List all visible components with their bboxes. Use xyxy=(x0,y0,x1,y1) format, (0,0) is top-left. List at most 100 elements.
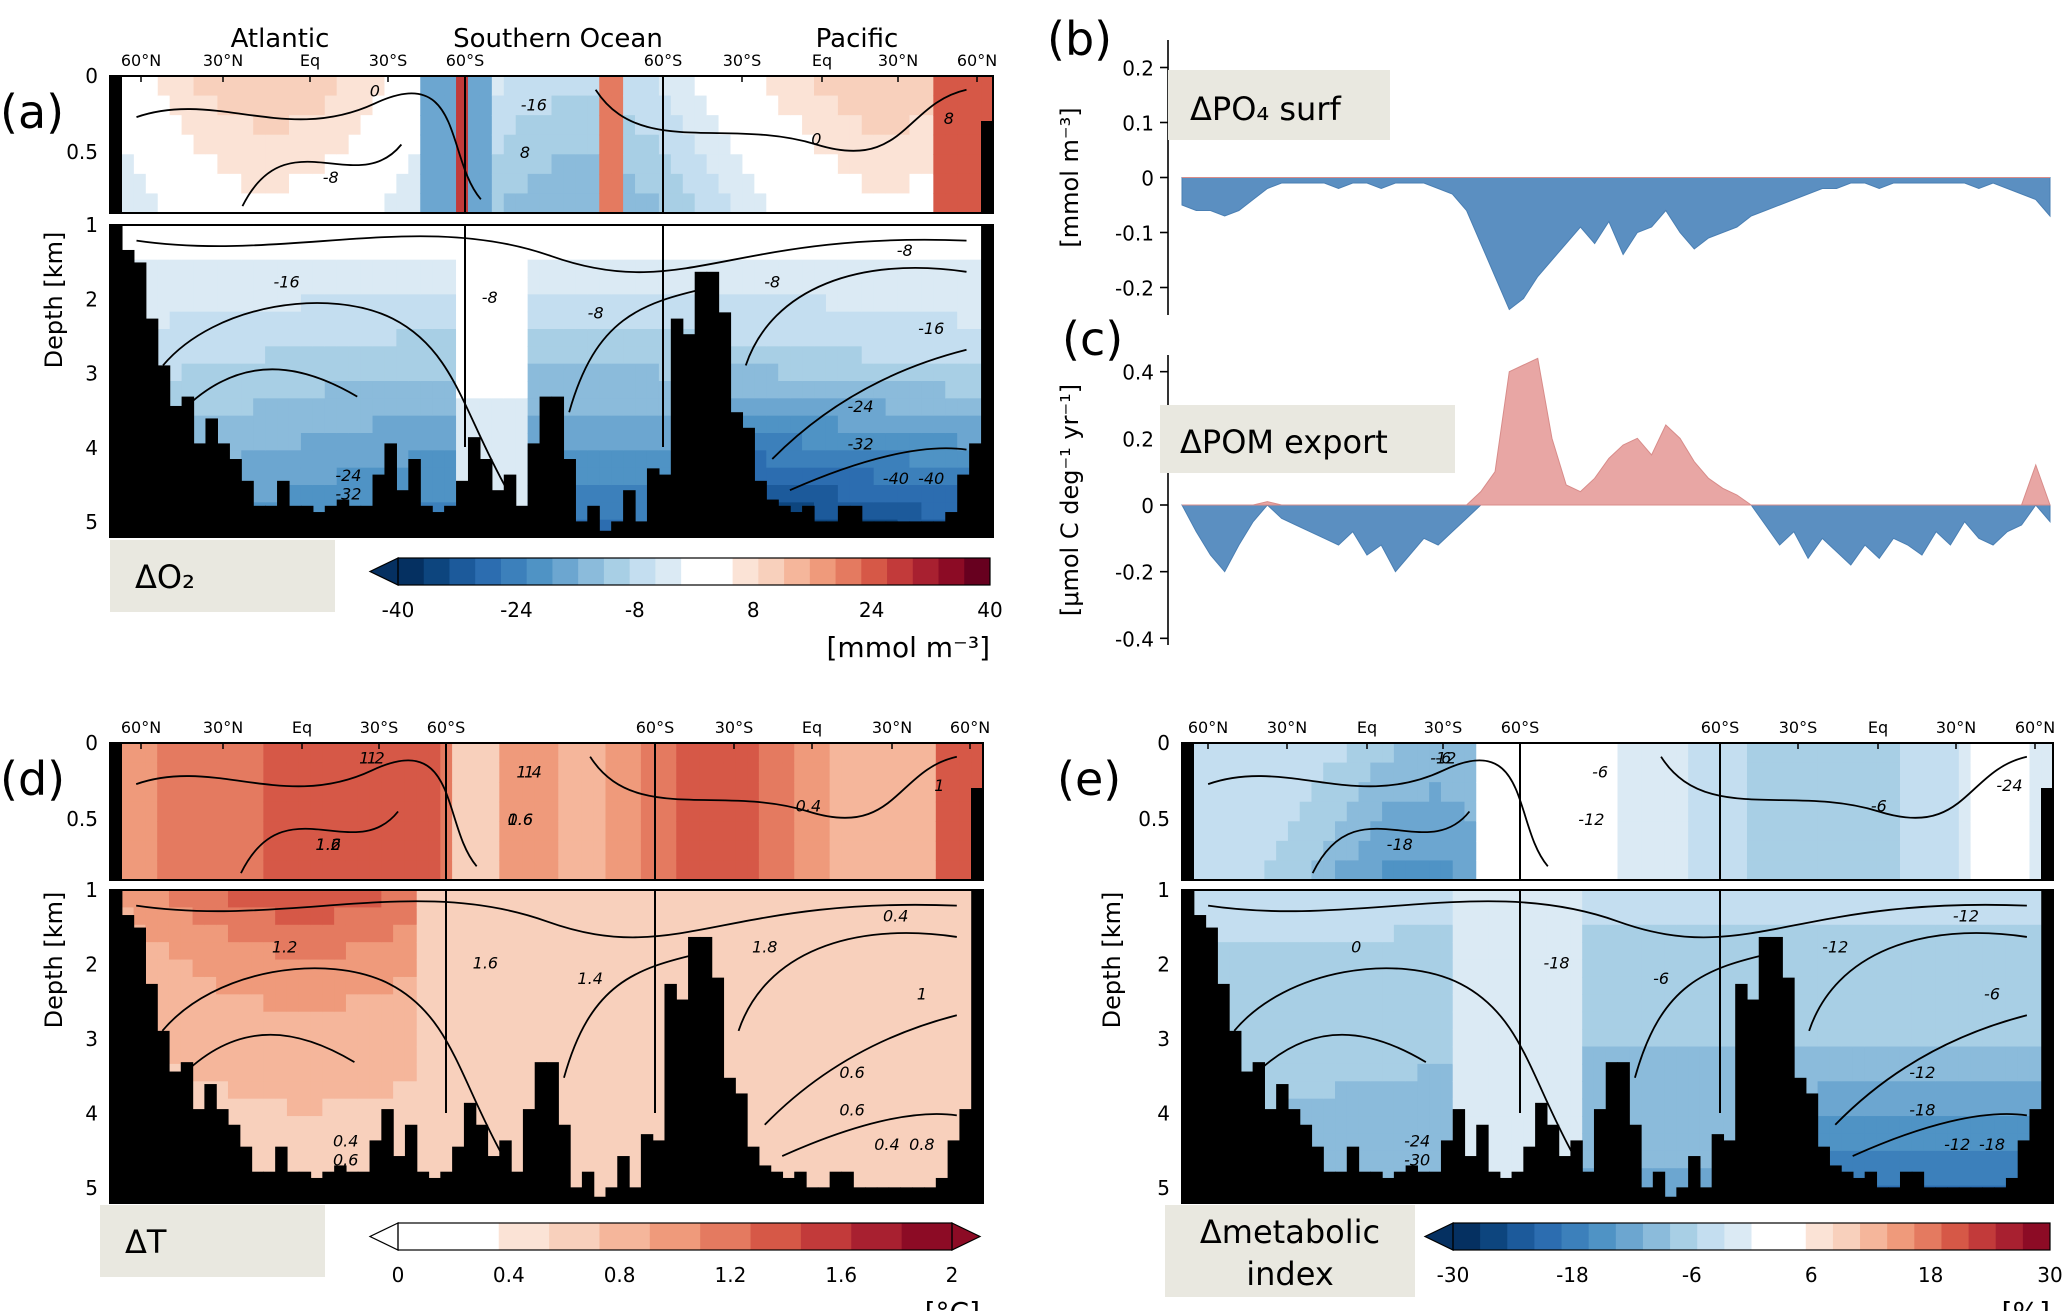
d-cell xyxy=(688,821,701,842)
e-cell xyxy=(1346,801,1360,822)
d-cell xyxy=(157,942,170,961)
d-cell xyxy=(345,1063,359,1082)
e-cell xyxy=(1605,840,1619,862)
b-y-tick-label: 0.1 xyxy=(1122,112,1154,136)
a-cell xyxy=(766,154,779,175)
a-cell xyxy=(587,115,600,136)
d-cell xyxy=(853,907,866,926)
d-cell xyxy=(275,782,288,803)
d-cell xyxy=(817,959,831,978)
d-cell xyxy=(463,959,477,978)
a-cell xyxy=(766,115,779,136)
a-cell xyxy=(957,346,970,365)
e-cell xyxy=(1523,762,1536,783)
d-cell xyxy=(747,1046,760,1065)
a-cell xyxy=(718,259,732,278)
a-cell xyxy=(408,433,421,451)
d-cell xyxy=(558,1011,571,1030)
d-cell xyxy=(499,942,512,961)
d-cell xyxy=(853,1029,866,1048)
d-cell xyxy=(334,762,347,783)
a-contour-labels: 0-8-168-8-16-8-8-16-80-24-32-40-24-32-40… xyxy=(274,82,954,504)
e-cell xyxy=(1593,762,1607,783)
d-cell xyxy=(475,1063,489,1082)
a-cell xyxy=(157,294,171,313)
a-cell xyxy=(133,173,147,195)
a-seafloor-column xyxy=(408,459,421,537)
d-cell xyxy=(511,1081,524,1100)
d-cell xyxy=(853,860,866,881)
a-cell xyxy=(348,311,362,330)
a-cell xyxy=(921,277,934,295)
d-cell xyxy=(416,821,430,842)
d-cell xyxy=(841,1063,854,1082)
a-cell xyxy=(432,154,445,175)
d-cell xyxy=(758,1133,772,1152)
a-cell xyxy=(957,450,970,469)
a-cell xyxy=(825,115,839,136)
a-cell xyxy=(599,259,612,278)
d-cell xyxy=(180,994,194,1013)
a-cell xyxy=(778,173,791,195)
a-cell xyxy=(515,115,529,136)
e-cell xyxy=(1782,762,1795,783)
d-cell xyxy=(239,1063,253,1082)
a-cell xyxy=(312,134,326,155)
e-cell xyxy=(1287,743,1301,764)
e-cell xyxy=(1346,1081,1360,1100)
e-cell xyxy=(1276,1029,1289,1048)
d-cell xyxy=(393,860,406,881)
a-cell xyxy=(241,115,254,136)
d-cell xyxy=(522,801,536,822)
e-cell xyxy=(1299,942,1313,961)
d-cell xyxy=(145,801,158,822)
e-cell xyxy=(1535,840,1548,862)
d-cell xyxy=(345,976,359,995)
a-cell xyxy=(957,398,970,417)
a-cell xyxy=(229,311,242,330)
d-cell xyxy=(640,1063,654,1082)
d-cell xyxy=(428,782,441,803)
a-cell xyxy=(778,134,791,155)
a-cell xyxy=(646,363,660,382)
a-cell xyxy=(766,173,779,195)
d-cell xyxy=(817,907,831,926)
d-seafloor-column xyxy=(416,1171,430,1203)
d-cell xyxy=(735,1046,748,1065)
d-cell xyxy=(806,976,819,995)
e-cell xyxy=(2005,743,2019,764)
a-cell xyxy=(897,502,911,521)
d-cell xyxy=(369,924,382,943)
d-cell xyxy=(924,1168,937,1187)
d-cell xyxy=(900,1150,913,1169)
a-cell xyxy=(635,485,648,503)
e-cell xyxy=(1782,743,1795,764)
a-cell xyxy=(503,193,517,214)
d-cell xyxy=(947,840,961,862)
d-cell xyxy=(640,840,654,862)
a-cell xyxy=(897,115,911,136)
a-cell xyxy=(288,259,302,278)
a-cell xyxy=(205,329,218,347)
a-cell xyxy=(372,415,386,434)
e-cell xyxy=(1335,1098,1348,1117)
a-cell xyxy=(611,242,624,261)
a-cell xyxy=(873,115,887,136)
e-cell xyxy=(1899,840,1913,862)
a-cell xyxy=(873,450,887,469)
e-cell xyxy=(1864,801,1878,822)
d-cell xyxy=(546,1011,559,1030)
c-y-tick-label: -0.4 xyxy=(1115,627,1154,651)
a-cell xyxy=(396,294,409,313)
a-cell xyxy=(909,173,923,195)
e-cell xyxy=(1582,782,1595,803)
a-cell xyxy=(312,329,326,347)
d-cell xyxy=(357,924,371,943)
e-cell xyxy=(1452,743,1466,764)
a-cell xyxy=(253,381,266,399)
a-cell xyxy=(682,225,696,243)
d-cell xyxy=(747,959,760,978)
a-cell xyxy=(312,225,326,243)
d-cell xyxy=(747,821,760,842)
a-cell xyxy=(802,329,815,347)
